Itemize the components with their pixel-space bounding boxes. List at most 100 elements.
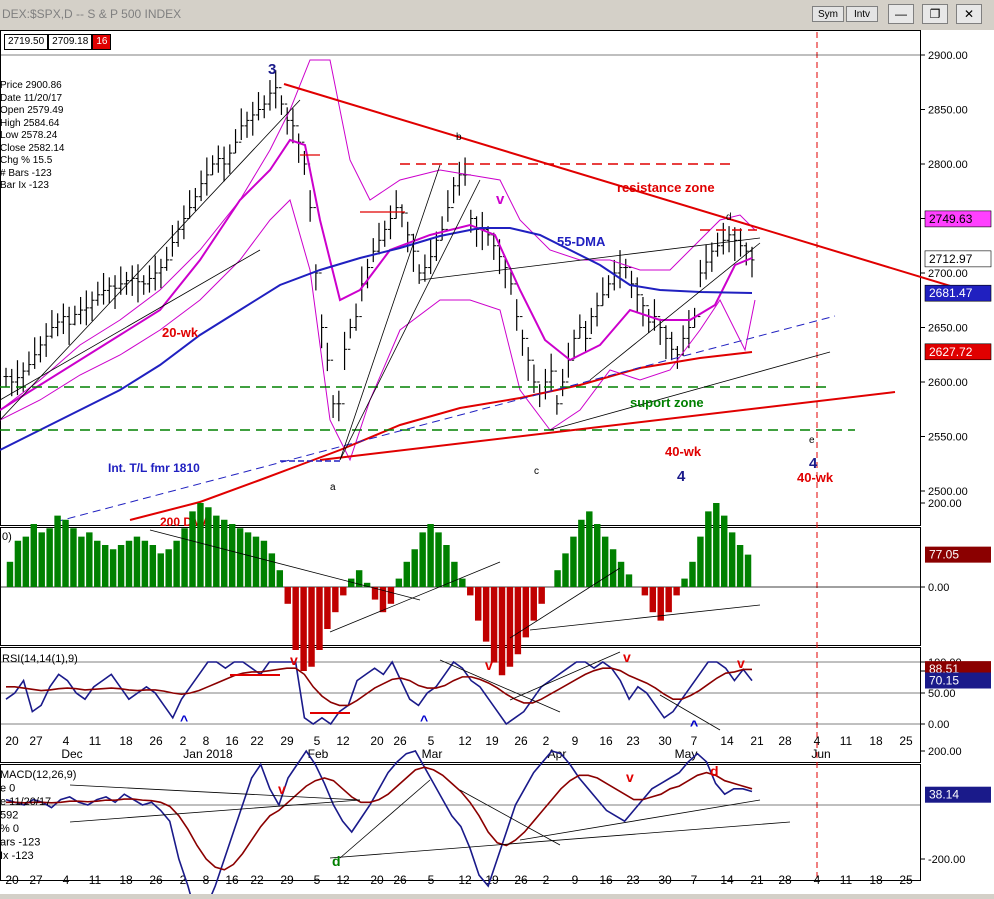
hist-trendline [509, 567, 621, 639]
x-day-label-bottom: 25 [899, 873, 913, 887]
price-axis-label: 2850.00 [928, 105, 968, 117]
rsi-tag-label: 70.15 [929, 674, 959, 688]
black-trendline [339, 164, 441, 461]
x-day-label-bottom: 27 [29, 873, 43, 887]
rsi-annotation: ^ [420, 712, 428, 728]
x-month-label: Mar [422, 747, 443, 761]
quote-value-2: 2709.18 [48, 34, 93, 50]
x-day-label-bottom: 8 [203, 873, 210, 887]
x-day-label-bottom: 12 [458, 873, 472, 887]
dma200-line [129, 351, 753, 521]
price-tag-label: 2712.97 [929, 252, 973, 266]
price-axis-label: 2650.00 [928, 323, 968, 335]
window-title: DEX:$SPX,D -- S & P 500 INDEX [2, 7, 182, 21]
macd-annotation: v [278, 781, 286, 797]
x-day-label-bottom: 18 [119, 873, 133, 887]
macd-axis-label: 200.00 [928, 746, 962, 758]
x-day-label-bottom: 26 [393, 873, 407, 887]
x-day-label: 11 [840, 734, 853, 748]
black-trendline [549, 351, 831, 431]
macd-trendline [69, 799, 361, 823]
x-day-label: 5 [428, 734, 435, 748]
x-day-label-bottom: 4 [63, 873, 70, 887]
x-day-label: 26 [393, 734, 407, 748]
rsi-annotation: ^ [690, 717, 698, 733]
chart-svg[interactable]: 2900.002850.002800.002750.002700.002650.… [0, 30, 994, 899]
minimize-button[interactable]: — [888, 4, 914, 24]
macd-legend-pct: % 0 [0, 823, 19, 835]
x-day-label-bottom: 5 [314, 873, 321, 887]
macd-axis-label: -200.00 [928, 854, 965, 866]
intv-button[interactable]: Intv [846, 6, 878, 22]
x-day-label-bottom: 7 [691, 873, 698, 887]
x-day-label-bottom: 11 [89, 873, 102, 887]
support-trendline [319, 391, 896, 461]
macd-annotation: d [332, 853, 341, 869]
x-day-label: 16 [225, 734, 239, 748]
legend-date: Date 11/20/17 [0, 92, 63, 104]
x-day-label-bottom: 16 [599, 873, 613, 887]
sym-button[interactable]: Sym [812, 6, 844, 22]
rsi-annotation: v [623, 649, 631, 665]
price-annotation: e [809, 435, 815, 446]
x-day-label-bottom: 18 [869, 873, 883, 887]
legend-price: Price 2900.86 [0, 80, 62, 91]
x-month-label: Feb [308, 747, 329, 761]
price-tag-label: 2749.63 [929, 212, 973, 226]
x-day-label: 21 [750, 734, 764, 748]
x-day-label: 5 [314, 734, 321, 748]
black-trendline [419, 237, 761, 281]
x-day-label-bottom: 2 [180, 873, 187, 887]
x-day-label: 2 [543, 734, 550, 748]
x-day-label: 18 [119, 734, 133, 748]
macd-legend-title: MACD(12,26,9) [0, 769, 76, 781]
x-month-label: May [675, 747, 698, 761]
x-day-label: 27 [29, 734, 43, 748]
x-day-label: 22 [250, 734, 264, 748]
x-day-label: 25 [899, 734, 913, 748]
x-day-label: 12 [336, 734, 350, 748]
price-axis-label: 2800.00 [928, 159, 968, 171]
price-annotation: 3 [268, 61, 276, 78]
chart-area[interactable]: 2900.002850.002800.002750.002700.002650.… [0, 30, 994, 899]
legend-barix: Bar Ix -123 [0, 180, 49, 191]
quote-value-1: 2719.50 [4, 34, 49, 50]
x-day-label: 14 [720, 734, 734, 748]
rsi-annotation: ^ [180, 712, 188, 728]
price-tag-label: 2627.72 [929, 345, 973, 359]
x-day-label-bottom: 21 [750, 873, 764, 887]
hist-trendline [329, 561, 501, 633]
panel-border-price [0, 30, 921, 526]
price-tag-box [924, 284, 992, 302]
x-day-label-bottom: 30 [658, 873, 672, 887]
data-legend: Price 2900.86 Date 11/20/17 Open 2579.49… [0, 80, 65, 193]
price-axis-label: 2500.00 [928, 486, 968, 498]
macd-line [5, 749, 753, 899]
macd-trendline [519, 799, 761, 841]
restore-button[interactable]: ❐ [922, 4, 948, 24]
legend-bars: # Bars -123 [0, 167, 52, 179]
price-annotation: Int. T/L fmr 1810 [108, 461, 200, 475]
histogram-bars [6, 503, 752, 676]
x-day-label-bottom: 20 [370, 873, 384, 887]
rsi-annotation: v [737, 655, 745, 671]
macd-legend-date: e 11/20/17 [0, 796, 51, 808]
price-tag-label: 2681.47 [929, 286, 973, 300]
rsi-title: RSI(14,14(1),9) [2, 653, 78, 665]
black-trendline [589, 242, 761, 381]
x-day-label-bottom: 29 [280, 873, 294, 887]
rsi-axis-label: 50.00 [928, 688, 956, 700]
price-annotation: 40-wk [797, 470, 834, 485]
x-day-label-bottom: 9 [572, 873, 579, 887]
x-day-label: 16 [599, 734, 613, 748]
x-day-label: 20 [5, 734, 19, 748]
close-button[interactable]: ✕ [956, 4, 982, 24]
x-day-label-bottom: 4 [814, 873, 821, 887]
quote-bar: 2719.50 2709.18 16 [4, 34, 112, 50]
price-annotation: suport zone [630, 395, 704, 410]
hist-axis-label: 200.00 [928, 498, 962, 510]
macd-legend-value: e 0 [0, 783, 15, 795]
black-trendline [0, 99, 301, 421]
price-annotation: 20-wk [162, 325, 199, 340]
